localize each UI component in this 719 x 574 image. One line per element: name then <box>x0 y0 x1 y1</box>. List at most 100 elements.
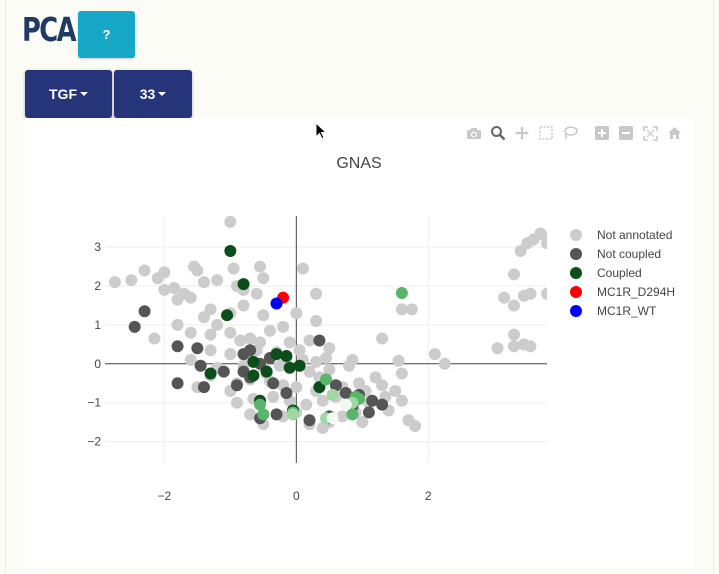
data-point[interactable] <box>257 408 270 421</box>
data-point[interactable] <box>316 394 329 407</box>
data-point[interactable] <box>263 324 276 337</box>
data-point[interactable] <box>376 398 389 411</box>
data-point[interactable] <box>260 365 273 378</box>
data-point[interactable] <box>224 245 237 258</box>
data-point[interactable] <box>346 353 359 366</box>
data-point[interactable] <box>234 334 247 347</box>
data-point[interactable] <box>197 276 210 289</box>
data-point[interactable] <box>128 320 141 333</box>
data-point[interactable] <box>171 377 184 390</box>
data-point[interactable] <box>191 342 204 355</box>
pan-icon[interactable] <box>510 124 534 142</box>
data-point[interactable] <box>362 406 375 419</box>
data-point[interactable] <box>508 340 521 353</box>
data-point[interactable] <box>541 237 553 250</box>
data-point[interactable] <box>409 420 422 433</box>
data-point[interactable] <box>346 408 359 421</box>
data-point[interactable] <box>254 398 267 411</box>
data-point[interactable] <box>197 381 210 394</box>
data-point[interactable] <box>280 386 293 399</box>
data-point[interactable] <box>230 379 243 392</box>
reset-axes-icon[interactable] <box>662 124 686 142</box>
data-point[interactable] <box>339 398 352 411</box>
data-point[interactable] <box>296 262 309 275</box>
data-point[interactable] <box>184 326 197 339</box>
data-point[interactable] <box>303 334 316 347</box>
data-point[interactable] <box>300 398 313 411</box>
data-point[interactable] <box>244 408 257 421</box>
data-point[interactable] <box>211 274 224 287</box>
data-point[interactable] <box>138 305 151 318</box>
data-point[interactable] <box>310 287 323 300</box>
box-select-icon[interactable] <box>534 124 558 142</box>
data-point[interactable] <box>524 340 537 353</box>
data-point[interactable] <box>227 262 240 275</box>
data-point[interactable] <box>389 385 402 398</box>
data-point[interactable] <box>323 342 336 355</box>
data-point[interactable] <box>395 287 408 300</box>
data-point[interactable] <box>168 281 181 294</box>
data-point[interactable] <box>395 394 408 407</box>
data-point[interactable] <box>287 408 300 421</box>
data-point[interactable] <box>138 264 151 277</box>
data-point[interactable] <box>270 348 283 361</box>
data-point[interactable] <box>293 359 306 372</box>
data-point[interactable] <box>303 414 316 427</box>
zoom-out-icon[interactable] <box>614 124 638 142</box>
data-point[interactable] <box>339 386 352 399</box>
data-point[interactable] <box>184 353 197 366</box>
data-point[interactable] <box>211 318 224 331</box>
data-point[interactable] <box>230 396 243 409</box>
data-point[interactable] <box>204 344 217 357</box>
data-point[interactable] <box>108 276 121 289</box>
legend-item[interactable]: MC1R_D294H <box>570 282 675 301</box>
data-point[interactable] <box>323 363 336 376</box>
data-point[interactable] <box>491 342 504 355</box>
data-point[interactable] <box>158 283 171 296</box>
data-point[interactable] <box>508 268 521 281</box>
data-point[interactable] <box>250 287 263 300</box>
data-point[interactable] <box>125 274 138 287</box>
data-point[interactable] <box>247 369 260 382</box>
data-point[interactable] <box>254 260 267 273</box>
data-point[interactable] <box>254 336 267 349</box>
data-point[interactable] <box>428 348 441 361</box>
legend-item[interactable]: MC1R_WT <box>570 301 675 320</box>
data-point[interactable] <box>303 365 316 378</box>
help-button[interactable]: ? <box>78 11 135 58</box>
data-point[interactable] <box>336 410 349 423</box>
data-point[interactable] <box>283 361 296 374</box>
data-point[interactable] <box>320 351 332 364</box>
data-point[interactable] <box>313 334 326 347</box>
data-point[interactable] <box>534 227 547 240</box>
data-point[interactable] <box>257 272 270 285</box>
data-point[interactable] <box>320 373 332 386</box>
data-point[interactable] <box>244 332 257 345</box>
data-point[interactable] <box>224 326 237 339</box>
data-point[interactable] <box>356 416 369 429</box>
data-point[interactable] <box>293 344 306 357</box>
data-point[interactable] <box>151 272 164 285</box>
data-point[interactable] <box>541 287 553 300</box>
data-point[interactable] <box>171 318 184 331</box>
data-point[interactable] <box>376 379 389 392</box>
data-point[interactable] <box>270 297 283 310</box>
data-point[interactable] <box>392 354 405 367</box>
data-point[interactable] <box>221 309 234 322</box>
zoom-in-icon[interactable] <box>590 124 614 142</box>
data-point[interactable] <box>257 309 270 322</box>
data-point[interactable] <box>267 377 280 390</box>
data-point[interactable] <box>508 299 521 312</box>
scatter-chart[interactable]: GNAS −2 0 2 −2 −1 0 1 2 3 <box>25 118 694 568</box>
data-point[interactable] <box>366 394 379 407</box>
data-point[interactable] <box>171 340 184 353</box>
data-point[interactable] <box>376 332 389 345</box>
data-point[interactable] <box>148 332 161 345</box>
camera-icon[interactable] <box>462 124 486 142</box>
data-point[interactable] <box>280 350 293 363</box>
data-point[interactable] <box>247 355 260 368</box>
data-point[interactable] <box>290 307 303 320</box>
data-point[interactable] <box>310 315 323 328</box>
autoscale-icon[interactable] <box>638 124 662 142</box>
data-point[interactable] <box>524 287 537 300</box>
